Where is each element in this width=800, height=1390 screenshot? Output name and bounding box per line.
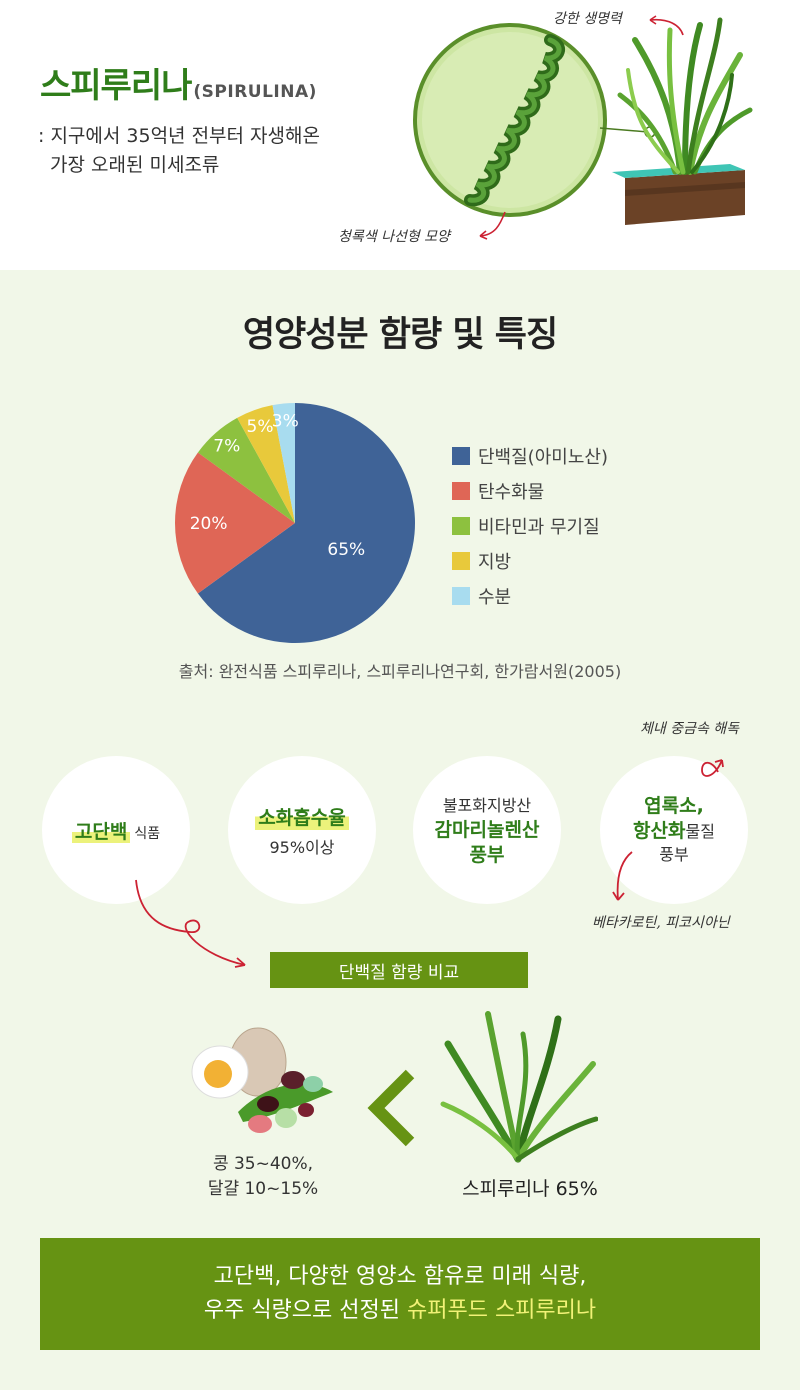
summary-banner: 고단백, 다양한 영양소 함유로 미래 식량, 우주 식량으로 선정된 슈퍼푸드… [40, 1238, 760, 1350]
feature-antioxidant: 항산화물질 [633, 819, 715, 844]
arrow-strong [649, 18, 684, 36]
legend-label: 지방 [478, 551, 512, 573]
kidney-bean-icon [298, 1103, 314, 1117]
magnifier-inner [422, 32, 598, 208]
hero-title-english: (SPIRULINA) [193, 82, 317, 102]
feature-gla-title: 감마리놀렌산 [434, 819, 540, 841]
less-than-icon [367, 1069, 415, 1147]
spirulina-protein-text: 스피루리나 65% [462, 1178, 598, 1200]
hero-title-korean: 스피루리나 [40, 66, 192, 106]
legend-label: 수분 [478, 586, 512, 608]
legend-swatch [452, 481, 470, 500]
legend-swatch [452, 586, 470, 605]
pie-label-0: 65% [327, 540, 365, 560]
hero-description-line1: : 지구에서 35억년 전부터 자생해온 [38, 125, 320, 147]
feature-gla-top: 불포화지방산 [442, 796, 532, 815]
arrow-head [612, 891, 625, 901]
nutrient-pie-chart: 65% 20% 7% 5%3% [175, 403, 415, 643]
hero-section: 스피루리나 (SPIRULINA) : 지구에서 35억년 전부터 자생해온 가장… [0, 0, 800, 270]
legend-swatch [452, 516, 470, 535]
green-bean-icon [303, 1076, 323, 1092]
food-protein-text: 콩 35~40%, 달걀 10~15% [168, 1152, 358, 1202]
grass-tuft-icon [617, 17, 753, 175]
banner-line1: 고단백, 다양한 영양소 함유로 미래 식량, [213, 1264, 587, 1289]
soil-block-icon [612, 164, 745, 225]
legend-item-3: 지방 [452, 543, 608, 578]
feature-gla-rich: 풍부 [469, 844, 505, 866]
protein-compare-label: 단백질 함량 비교 [270, 952, 528, 988]
pale-bean-icon [275, 1108, 297, 1128]
bean-pod-icon [238, 1083, 333, 1122]
pie-label-1: 20% [190, 514, 228, 534]
note-beta-carotene: 베타카로틴, 피코시아닌 [592, 915, 730, 931]
feature-chlorophyll: 엽록소, 항산화물질 풍부 [600, 756, 748, 904]
hero-description: : 지구에서 35억년 전부터 자생해온 가장 오래된 미세조류 [38, 122, 320, 180]
legend-item-4: 수분 [452, 578, 608, 613]
arrow-head [649, 15, 657, 25]
dark-bean-icon [257, 1096, 279, 1112]
egg-yolk-icon [204, 1060, 232, 1088]
pie-slice-0 [197, 403, 415, 643]
arrow-spiral [479, 211, 506, 237]
note-detox: 체내 중금속 해독 [640, 721, 740, 737]
legend-item-2: 비타민과 무기질 [452, 508, 608, 543]
feature-chlorophyll-rich: 풍부 [659, 845, 689, 864]
food-protein-eggs: 달걀 10~15% [207, 1179, 319, 1199]
feature-gla: 불포화지방산 감마리놀렌산 풍부 [413, 756, 561, 904]
feature-antioxidant-suffix: 물질 [685, 822, 715, 841]
legend-item-0: 단백질(아미노산) [452, 438, 608, 473]
banner-line2: 우주 식량으로 선정된 슈퍼푸드 스피루리나 [204, 1294, 596, 1328]
feature-high-protein-suffix: 식품 [134, 825, 161, 842]
feature-absorption-title: 소화흡수율 [255, 802, 349, 830]
food-protein-beans: 콩 35~40%, [212, 1154, 314, 1174]
arrow-head [714, 759, 724, 768]
arrow-head [479, 230, 488, 240]
arrow-head [234, 957, 246, 968]
legend-label: 비타민과 무기질 [478, 516, 600, 538]
feature-high-protein: 고단백 식품 [42, 756, 190, 904]
pie-label-4: 3% [272, 411, 299, 431]
feature-absorption: 소화흡수율 95%이상 [228, 756, 376, 904]
section-title: 영양성분 함량 및 특징 [242, 315, 558, 355]
beans-and-egg-illustration [191, 1027, 333, 1133]
feature-antioxidant-title: 항산화 [633, 820, 686, 842]
pie-label-3: 5% [247, 417, 274, 437]
legend-label: 탄수화물 [478, 481, 545, 503]
connector-line [599, 127, 649, 133]
hero-description-line2: 가장 오래된 미세조류 [50, 154, 220, 176]
red-bean-icon [281, 1071, 305, 1089]
pie-label-2: 7% [213, 437, 240, 457]
feature-high-protein-title: 고단백 [71, 820, 131, 843]
pie-slice-3 [237, 405, 295, 523]
feature-absorption-value: 95%이상 [269, 837, 335, 857]
pie-slice-1 [175, 452, 295, 594]
legend-swatch [452, 446, 470, 465]
pie-slice-2 [197, 417, 295, 523]
hero-title: 스피루리나 (SPIRULINA) [40, 58, 317, 107]
seaweed-illustration [440, 1011, 598, 1163]
pie-slice-4 [272, 403, 295, 523]
legend-item-1: 탄수화물 [452, 473, 608, 508]
banner-line2-accent: 슈퍼푸드 스피루리나 [406, 1298, 597, 1323]
note-strong-vitality: 강한 생명력 [553, 11, 622, 27]
pink-bean-icon [248, 1115, 272, 1133]
feature-chlorophyll-title: 엽록소, [644, 795, 704, 817]
note-spiral-shape: 청록색 나선형 모양 [338, 229, 450, 245]
spirulina-illustration [413, 15, 753, 240]
spiral-filament-icon [464, 34, 565, 207]
chart-source: 출처: 완전식품 스피루리나, 스피루리나연구회, 한가람서원(2005) [178, 662, 622, 681]
legend-label: 단백질(아미노산) [478, 446, 608, 468]
legend-swatch [452, 551, 470, 570]
banner-line2-prefix: 우주 식량으로 선정된 [203, 1298, 407, 1323]
